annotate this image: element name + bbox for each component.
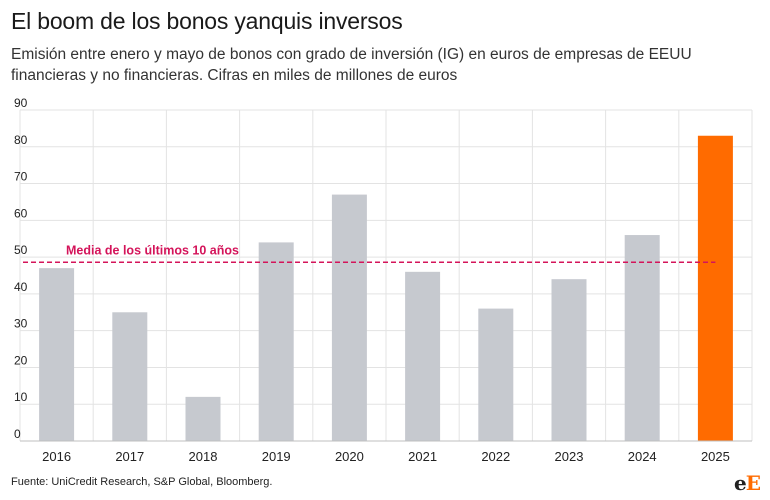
- x-tick-label: 2025: [701, 449, 730, 464]
- mean-reference-label: Media de los últimos 10 años: [66, 243, 239, 257]
- y-tick-label: 70: [14, 170, 28, 184]
- x-tick-label: 2021: [408, 449, 437, 464]
- x-tick-label: 2023: [555, 449, 584, 464]
- bar-2017: [112, 312, 148, 441]
- x-tick-label: 2024: [628, 449, 657, 464]
- logo-accent-letter: E: [745, 471, 761, 495]
- bar-2020: [331, 194, 367, 441]
- bar-chart: 0 10 20 30 40 50 60 70 80 90 2016 2017 2018 2019 2020 2…: [14, 96, 753, 464]
- y-tick-label: 40: [14, 280, 28, 294]
- x-tick-label: 2018: [189, 449, 218, 464]
- y-tick-label: 10: [14, 390, 28, 404]
- bar-2023: [551, 279, 587, 441]
- source-note: Fuente: UniCredit Research, S&P Global, …: [11, 476, 273, 488]
- x-tick-label: 2022: [481, 449, 510, 464]
- bar-2016: [39, 268, 75, 441]
- bar-2021: [405, 271, 441, 441]
- bar-2018: [185, 396, 221, 441]
- bar-2025: [697, 135, 733, 441]
- y-tick-label: 30: [14, 317, 28, 331]
- y-tick-label: 90: [14, 96, 28, 110]
- publisher-logo: eE: [734, 471, 761, 495]
- y-tick-label: 20: [14, 353, 28, 367]
- x-tick-label: 2020: [335, 449, 364, 464]
- bar-2022: [478, 308, 514, 441]
- chart-title: El boom de los bonos yanquis inversos: [11, 8, 403, 34]
- y-tick-label: 50: [14, 243, 28, 257]
- bar-2019: [258, 242, 294, 441]
- x-tick-label: 2019: [262, 449, 291, 464]
- bar-2024: [624, 235, 660, 441]
- x-tick-label: 2017: [115, 449, 144, 464]
- y-tick-label: 0: [14, 427, 21, 441]
- y-tick-label: 60: [14, 206, 28, 220]
- x-tick-label: 2016: [42, 449, 71, 464]
- y-tick-label: 80: [14, 133, 28, 147]
- logo-main-letter: e: [734, 471, 747, 495]
- chart-subtitle: Emisión entre enero y mayo de bonos con …: [11, 46, 692, 84]
